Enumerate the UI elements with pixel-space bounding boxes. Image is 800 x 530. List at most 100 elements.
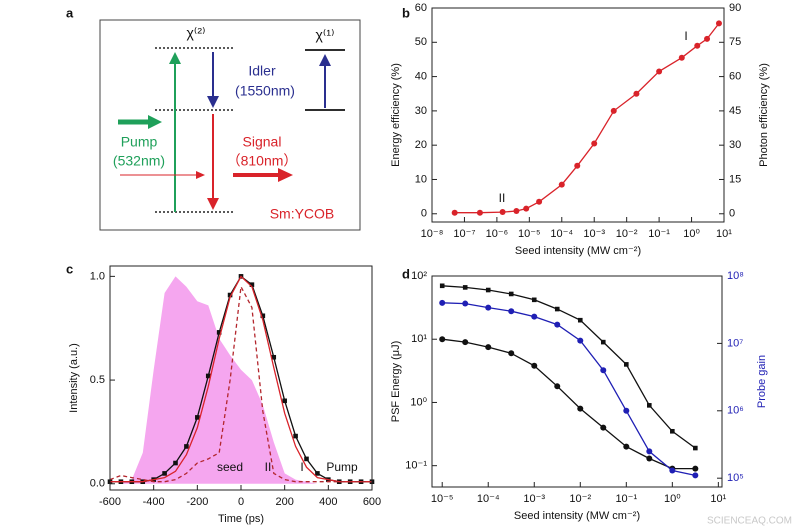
x-tick-label: 10⁻³ <box>583 228 605 240</box>
x-tick-label: 10⁻⁴ <box>550 228 573 240</box>
y-tick-label: 10¹ <box>411 333 427 345</box>
x-tick-label: 600 <box>363 496 381 508</box>
pump: Pump <box>121 134 158 150</box>
y-tick-label: 10⁻¹ <box>405 460 427 472</box>
marker <box>451 209 458 216</box>
marker <box>315 471 320 476</box>
y-tick-label: 10² <box>411 270 427 282</box>
y2-tick-label: 60 <box>729 70 741 82</box>
y2-tick-label: 90 <box>729 2 741 14</box>
marker <box>271 354 277 360</box>
marker <box>670 428 675 434</box>
arrowhead <box>207 96 219 108</box>
arrowhead <box>169 52 181 64</box>
marker <box>531 362 538 369</box>
signal-wavelength: （810nm） <box>227 153 298 169</box>
x-axis-label: Time (ps) <box>218 513 264 525</box>
x-tick-label: 0 <box>238 496 244 508</box>
marker <box>591 140 598 147</box>
arrowhead <box>319 54 331 66</box>
marker <box>554 306 560 312</box>
signal: Signal <box>243 134 282 150</box>
arrowhead <box>196 171 205 179</box>
marker <box>600 367 607 374</box>
x-tick-label: 10⁻¹ <box>615 493 637 505</box>
marker <box>692 465 699 472</box>
marker <box>623 407 630 414</box>
marker <box>462 300 469 307</box>
y2-tick-label: 10⁵ <box>727 472 744 484</box>
marker <box>646 448 653 455</box>
marker <box>216 330 222 335</box>
marker <box>623 443 630 450</box>
marker <box>513 208 520 215</box>
diagram-frame <box>99 19 361 231</box>
arrowhead <box>148 115 162 129</box>
marker <box>692 472 699 479</box>
line <box>442 302 696 477</box>
x-tick-label: 10⁻² <box>569 493 591 505</box>
marker <box>485 287 491 293</box>
y-tick-label: 50 <box>415 36 427 48</box>
x-tick-label: 10⁻⁴ <box>477 493 500 505</box>
y2-tick-label: 75 <box>729 36 741 48</box>
panel-label: a <box>66 5 74 20</box>
y2-tick-label: 0 <box>729 208 735 220</box>
marker <box>162 471 167 476</box>
marker <box>184 444 189 449</box>
marker <box>693 445 698 451</box>
x-tick-label: 10⁻⁷ <box>453 228 475 240</box>
plot-frame <box>431 7 725 223</box>
y2-axis-label: Probe gain <box>756 355 768 408</box>
marker <box>531 313 538 320</box>
marker <box>646 455 653 462</box>
y-tick-label: 30 <box>415 105 427 117</box>
y2-tick-label: 10⁶ <box>727 405 744 417</box>
chi1: χ⁽¹⁾ <box>316 27 335 43</box>
marker <box>694 42 701 49</box>
y-tick-label: 0.0 <box>90 478 105 490</box>
x-tick-label: 10⁻³ <box>523 493 545 505</box>
line <box>442 338 696 470</box>
x-tick-label: 10⁻² <box>616 228 638 240</box>
x-tick-label: 10¹ <box>710 493 726 505</box>
panel-label: b <box>402 5 410 20</box>
marker <box>577 405 584 412</box>
marker <box>647 403 652 408</box>
idler-wavelength: (1550nm) <box>235 83 295 99</box>
annotation: Pump <box>326 460 358 474</box>
marker <box>600 339 606 345</box>
x-tick-label: 10⁻⁶ <box>486 228 509 240</box>
line <box>110 275 372 483</box>
plot-frame <box>431 275 723 488</box>
marker <box>439 299 446 306</box>
y-tick-label: 40 <box>415 70 427 82</box>
marker <box>523 205 530 212</box>
pump-wavelength: (532nm) <box>113 153 165 169</box>
marker <box>462 339 469 346</box>
marker <box>499 209 506 216</box>
arrowhead <box>207 198 219 210</box>
marker <box>531 297 537 303</box>
x-tick-label: 200 <box>275 496 293 508</box>
marker <box>508 291 514 297</box>
y-tick-label: 60 <box>415 2 427 14</box>
y-tick-label: 0.5 <box>90 374 105 386</box>
marker <box>704 35 711 42</box>
x-tick-label: 10¹ <box>716 228 732 240</box>
marker <box>304 456 309 462</box>
panel-label: c <box>66 261 73 276</box>
marker <box>633 90 640 97</box>
marker <box>715 20 722 27</box>
panel-label: d <box>402 266 410 281</box>
x-tick-label: 10⁻⁵ <box>518 228 541 240</box>
watermark: SCIENCEAQ.COM <box>707 516 792 527</box>
line <box>454 23 720 214</box>
y2-tick-label: 10⁸ <box>727 270 744 282</box>
crystal: Sm:YCOB <box>270 206 335 222</box>
marker <box>227 292 233 298</box>
marker <box>462 285 468 290</box>
annotation: I <box>300 460 303 474</box>
marker <box>577 337 584 344</box>
